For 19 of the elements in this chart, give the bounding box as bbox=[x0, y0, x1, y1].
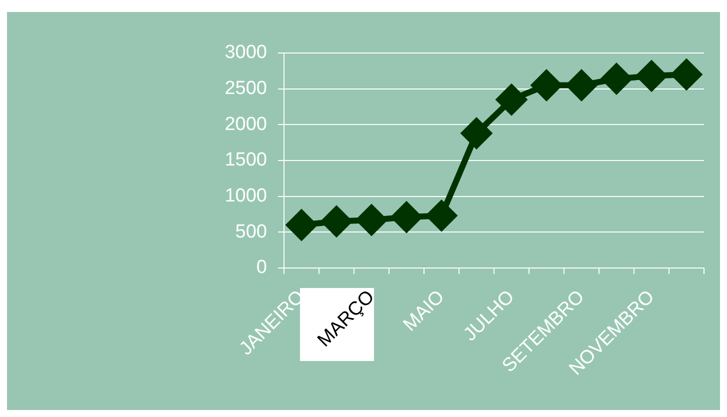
y-tick-label: 1000 bbox=[224, 186, 267, 207]
point bbox=[286, 210, 316, 240]
point bbox=[462, 118, 492, 148]
y-tick-label: 3000 bbox=[224, 42, 267, 64]
point bbox=[532, 70, 562, 100]
point bbox=[496, 84, 526, 115]
point bbox=[426, 200, 456, 231]
point bbox=[566, 70, 596, 100]
y-tick-label: 2500 bbox=[224, 78, 267, 100]
point bbox=[602, 64, 632, 94]
point bbox=[322, 206, 352, 236]
y-tick-label: 2000 bbox=[224, 114, 267, 135]
point bbox=[636, 60, 666, 91]
point bbox=[356, 204, 386, 235]
point bbox=[392, 202, 422, 232]
point bbox=[672, 60, 702, 90]
y-tick-label: 1500 bbox=[224, 150, 267, 171]
y-tick-label: 500 bbox=[235, 221, 267, 242]
y-tick-label: 0 bbox=[256, 257, 267, 278]
